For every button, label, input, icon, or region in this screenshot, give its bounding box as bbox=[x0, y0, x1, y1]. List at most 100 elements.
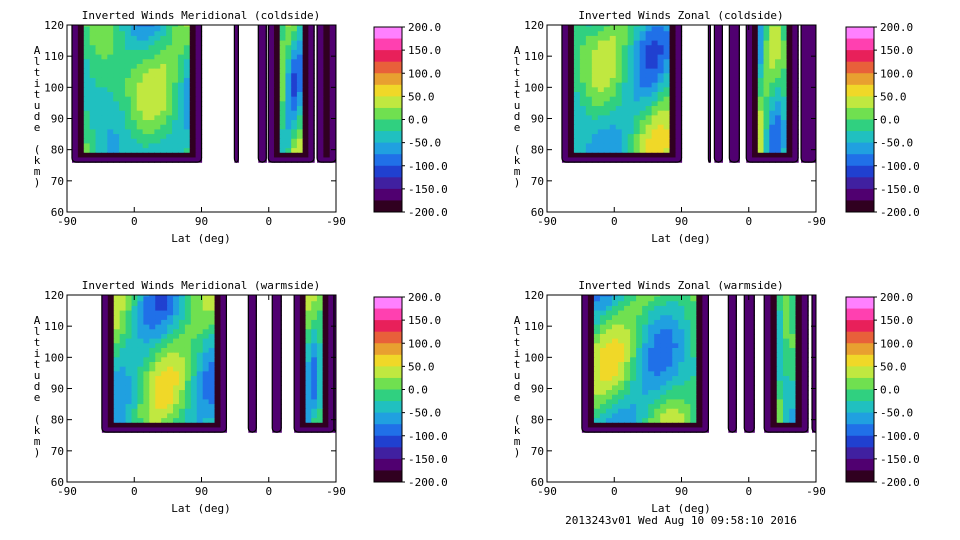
heatmap-cell bbox=[808, 35, 816, 42]
heatmap-cell bbox=[276, 301, 282, 307]
heatmap-cell bbox=[599, 408, 607, 415]
heatmap-cell bbox=[660, 305, 667, 312]
heatmap-cell bbox=[672, 399, 679, 405]
heatmap-cell bbox=[714, 115, 719, 121]
heatmap-cell bbox=[268, 157, 275, 163]
heatmap-cell bbox=[599, 404, 607, 410]
heatmap-cell bbox=[272, 338, 278, 344]
heatmap-cell bbox=[328, 310, 335, 316]
heatmap-cell bbox=[311, 301, 318, 307]
heatmap-cell bbox=[334, 422, 336, 429]
heatmap-cell bbox=[593, 394, 601, 400]
heatmap-cell bbox=[258, 124, 263, 130]
heatmap-cell bbox=[236, 59, 239, 65]
heatmap-cell bbox=[561, 35, 569, 42]
heatmap-cell bbox=[666, 427, 673, 433]
heatmap-cell bbox=[621, 157, 629, 163]
heatmap-cell bbox=[184, 338, 192, 344]
heatmap-cell bbox=[334, 310, 336, 316]
heatmap-cell bbox=[119, 148, 126, 154]
heatmap-cell bbox=[113, 68, 120, 74]
heatmap-cell bbox=[299, 385, 307, 391]
heatmap-cell bbox=[714, 143, 719, 149]
heatmap-cell bbox=[273, 31, 281, 37]
heatmap-cell bbox=[597, 96, 605, 102]
heatmap-cell bbox=[252, 390, 257, 396]
heatmap-cell bbox=[177, 96, 185, 102]
heatmap-cell bbox=[124, 54, 132, 60]
heatmap-cell bbox=[107, 82, 114, 88]
heatmap-cell bbox=[609, 49, 617, 56]
heatmap-cell bbox=[678, 390, 685, 396]
heatmap-cell bbox=[734, 134, 740, 140]
heatmap-cell bbox=[690, 385, 697, 391]
colorbar-tick-label: 100.0 bbox=[408, 337, 441, 350]
heatmap-cell bbox=[214, 352, 222, 358]
colorbar-swatch bbox=[374, 401, 402, 414]
heatmap-cell bbox=[645, 106, 653, 112]
heatmap-cell bbox=[119, 152, 126, 159]
heatmap-cell bbox=[769, 106, 776, 112]
heatmap-cell bbox=[208, 404, 216, 410]
colorbar-tick-label: 150.0 bbox=[408, 44, 441, 57]
heatmap-cell bbox=[639, 45, 647, 51]
heatmap-cell bbox=[305, 380, 312, 386]
heatmap-cell bbox=[262, 25, 267, 28]
heatmap-cell bbox=[196, 376, 204, 382]
heatmap-cell bbox=[752, 73, 759, 79]
heatmap-cell bbox=[591, 96, 599, 102]
heatmap-cell bbox=[732, 296, 737, 302]
heatmap-cell bbox=[728, 343, 733, 349]
heatmap-cell bbox=[752, 87, 759, 93]
heatmap-cell bbox=[728, 352, 733, 358]
heatmap-cell bbox=[329, 82, 336, 88]
heatmap-cell bbox=[708, 35, 710, 42]
heatmap-cell bbox=[113, 157, 120, 163]
heatmap-cell bbox=[252, 366, 257, 372]
heatmap-cell bbox=[603, 40, 611, 46]
heatmap-cell bbox=[272, 413, 278, 419]
heatmap-cell bbox=[621, 138, 629, 145]
heatmap-cell bbox=[220, 371, 228, 377]
heatmap-cell bbox=[119, 319, 127, 326]
heatmap-cell bbox=[627, 106, 635, 112]
heatmap-cell bbox=[776, 366, 784, 372]
heatmap-cell bbox=[792, 82, 799, 88]
heatmap-cell bbox=[609, 152, 617, 159]
heatmap-cell bbox=[101, 49, 108, 56]
heatmap-cell bbox=[101, 152, 108, 159]
heatmap-cell bbox=[268, 120, 275, 126]
heatmap-cell bbox=[183, 26, 191, 32]
heatmap-cell bbox=[780, 92, 788, 98]
heatmap-cell bbox=[696, 301, 703, 307]
heatmap-cell bbox=[648, 399, 655, 405]
heatmap-cell bbox=[651, 77, 659, 84]
colorbar-tick-label: -200.0 bbox=[880, 476, 920, 489]
heatmap-cell bbox=[178, 296, 186, 302]
heatmap-cell bbox=[101, 110, 108, 116]
heatmap-cell bbox=[195, 115, 203, 121]
heatmap-cell bbox=[651, 152, 659, 159]
heatmap-cell bbox=[801, 324, 809, 330]
heatmap-cell bbox=[177, 110, 185, 116]
heatmap-cell bbox=[666, 295, 673, 298]
heatmap-cell bbox=[285, 82, 292, 88]
heatmap-cell bbox=[654, 380, 661, 386]
heatmap-cell bbox=[137, 338, 144, 344]
heatmap-cell bbox=[268, 31, 275, 37]
heatmap-cell bbox=[591, 82, 599, 88]
heatmap-cell bbox=[154, 54, 161, 60]
heatmap-cell bbox=[591, 73, 599, 79]
heatmap-cell bbox=[597, 138, 605, 145]
heatmap-cell bbox=[630, 305, 637, 312]
heatmap-cell bbox=[780, 25, 788, 28]
heatmap-cell bbox=[636, 362, 643, 368]
heatmap-cell bbox=[341, 343, 349, 348]
heatmap-cell bbox=[746, 134, 753, 140]
heatmap-cell bbox=[317, 59, 324, 65]
heatmap-cell bbox=[669, 87, 677, 93]
heatmap-cell bbox=[101, 413, 109, 419]
heatmap-cell bbox=[208, 347, 216, 354]
heatmap-cell bbox=[279, 40, 287, 46]
heatmap-cell bbox=[795, 301, 803, 307]
